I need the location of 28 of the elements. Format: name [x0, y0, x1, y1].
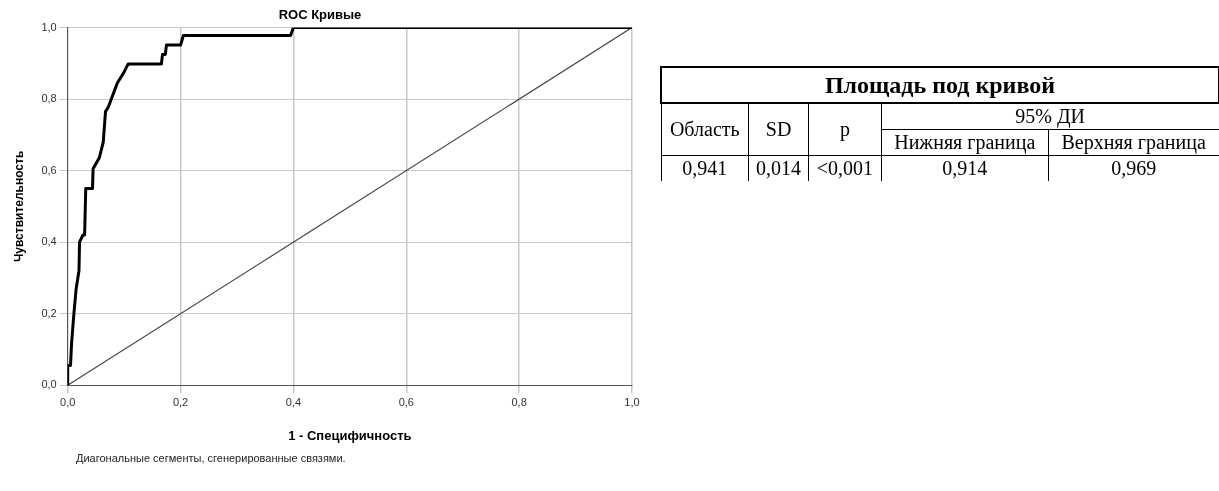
x-tick-label: 0,4 — [285, 395, 302, 408]
text: Диагональные сегменты, сгенерированные связями. — [76, 452, 347, 464]
x-tick-label: 0,0 — [60, 395, 76, 408]
x-tick-label: 1,0 — [624, 395, 640, 408]
y-tick-label: 0,0 — [41, 378, 57, 391]
x-axis-title: 1 - Специфичность — [288, 427, 412, 443]
x-tick-label: 0,8 — [511, 395, 527, 408]
y-tick-label: 0,4 — [41, 235, 57, 248]
text: Верхняя граница — [1061, 131, 1206, 153]
text: 0,014 — [756, 157, 802, 179]
text: Нижняя граница — [894, 131, 1036, 153]
text: 0,941 — [682, 157, 728, 179]
text: 0,914 — [942, 157, 988, 179]
text: Область — [669, 118, 740, 140]
text: <0,001 — [816, 157, 874, 179]
text: Площадь под кривой — [824, 72, 1056, 98]
x-tick-label: 0,6 — [398, 395, 414, 408]
y-axis-title: Чувствительность — [11, 150, 26, 263]
chart-title: ROC Кривые — [278, 7, 362, 23]
y-tick-label: 0,6 — [41, 163, 57, 176]
text: p — [839, 118, 850, 140]
y-tick-label: 0,2 — [41, 306, 57, 319]
y-tick-label: 0,8 — [41, 92, 57, 105]
y-tick-label: 1,0 — [41, 20, 57, 33]
text: 0,969 — [1111, 157, 1157, 179]
text: 95% ДИ — [1015, 105, 1086, 127]
x-tick-label: 0,2 — [172, 395, 189, 408]
text: SD — [765, 118, 792, 140]
